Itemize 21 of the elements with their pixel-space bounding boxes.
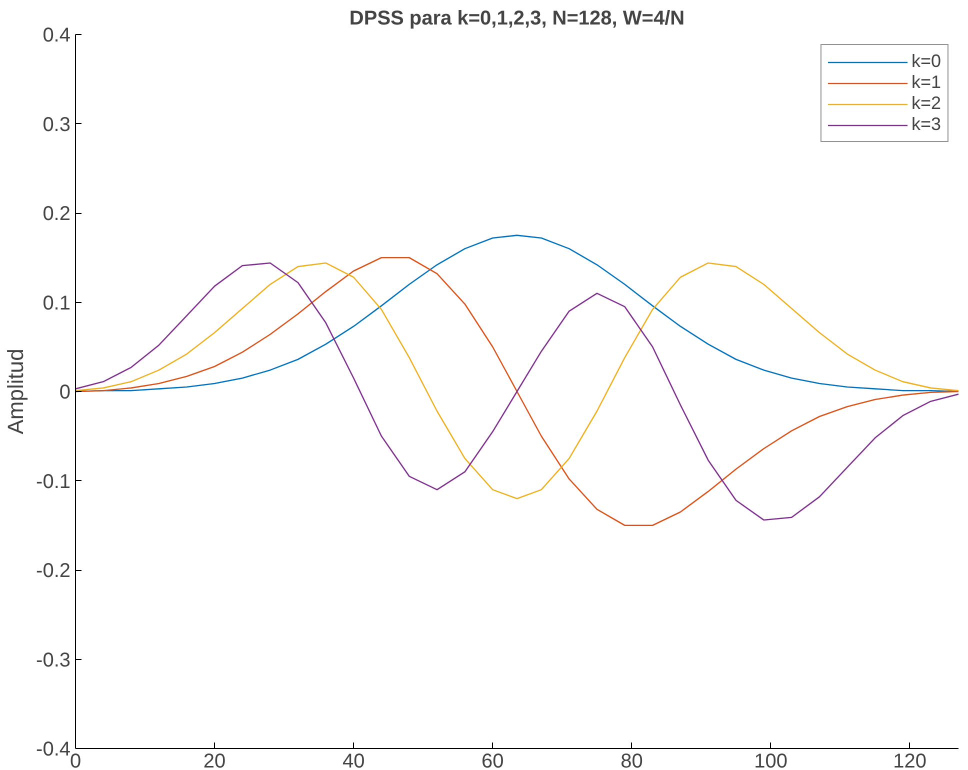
- y-tick-label: 0.2: [42, 203, 71, 225]
- legend-label: k=3: [911, 114, 941, 135]
- y-tick-label: 0.1: [42, 292, 71, 314]
- legend-label: k=1: [911, 72, 941, 93]
- y-tick-label: -0.4: [36, 738, 71, 760]
- x-tick-label: 60: [482, 750, 504, 770]
- legend-label: k=2: [911, 93, 941, 114]
- x-tick-label: 20: [203, 750, 226, 770]
- x-tick-label: 80: [620, 750, 643, 770]
- y-tick-label: -0.2: [36, 560, 71, 582]
- chart-title: DPSS para k=0,1,2,3, N=128, W=4/N: [349, 8, 685, 30]
- x-tick-label: 100: [754, 750, 788, 770]
- y-tick-label: 0.3: [42, 114, 71, 136]
- y-tick-label: 0: [59, 382, 70, 404]
- x-tick-label: 40: [342, 750, 365, 770]
- legend-label: k=0: [911, 51, 941, 72]
- y-axis-title: Amplitud: [3, 348, 28, 434]
- y-tick-label: -0.3: [36, 649, 71, 672]
- y-tick-label: 0.4: [42, 24, 71, 46]
- x-tick-label: 120: [893, 750, 927, 770]
- y-tick-label: -0.1: [36, 470, 71, 493]
